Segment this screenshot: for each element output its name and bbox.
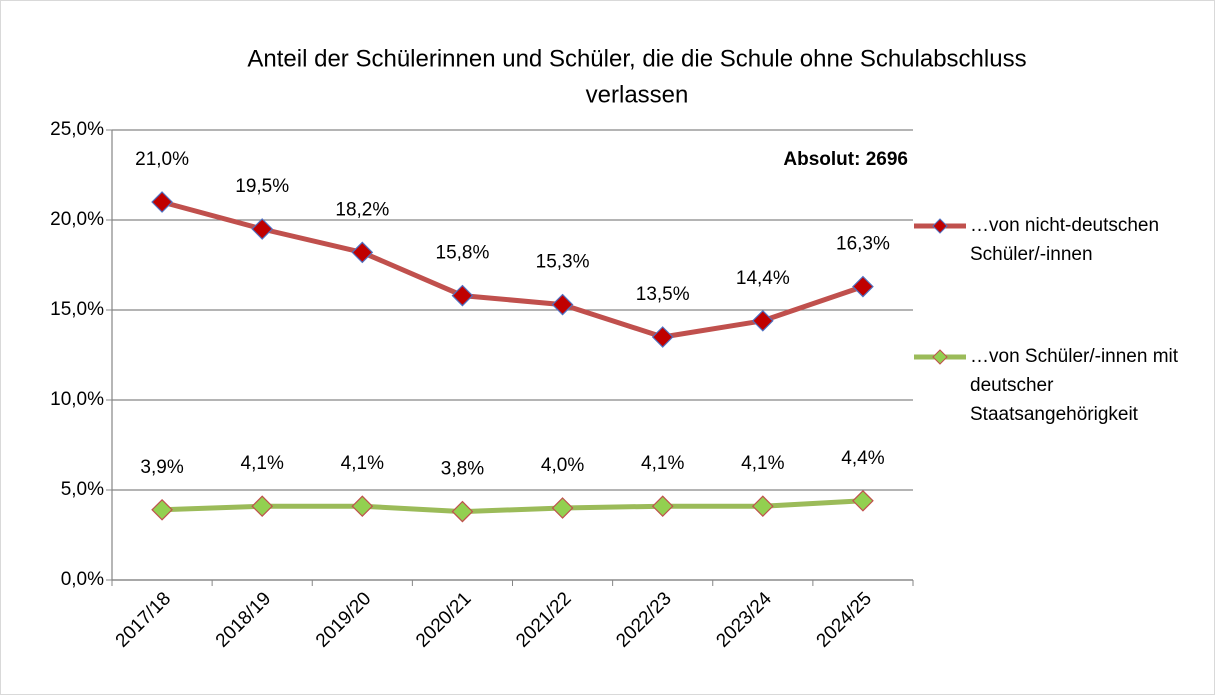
data-label: 15,8% bbox=[436, 243, 490, 264]
marker bbox=[852, 489, 874, 512]
data-label: 4,1% bbox=[241, 453, 284, 474]
data-label: 13,5% bbox=[636, 284, 690, 305]
data-label: 21,0% bbox=[135, 149, 189, 170]
marker bbox=[251, 218, 274, 240]
legend-label: …von Schüler/-innen mit deutscher Staats… bbox=[970, 346, 1179, 425]
y-tick-label: 0,0% bbox=[61, 569, 104, 590]
marker bbox=[251, 495, 274, 518]
legend-marker bbox=[932, 349, 948, 365]
data-label: 19,5% bbox=[235, 176, 289, 197]
y-tick-label: 25,0% bbox=[50, 119, 104, 140]
data-label: 4,1% bbox=[341, 453, 384, 474]
y-tick-label: 20,0% bbox=[50, 209, 104, 230]
series-line bbox=[161, 199, 864, 340]
data-label: 16,3% bbox=[836, 234, 890, 255]
data-label: 4,1% bbox=[641, 453, 684, 474]
y-tick-label: 10,0% bbox=[50, 389, 104, 410]
series-line bbox=[161, 498, 864, 515]
marker bbox=[451, 500, 474, 523]
marker bbox=[151, 191, 173, 213]
marker bbox=[551, 497, 574, 519]
data-label: 3,9% bbox=[140, 457, 183, 478]
chart-title: Anteil der Schülerinnen und Schüler, die… bbox=[247, 45, 1026, 72]
marker bbox=[852, 275, 874, 298]
marker bbox=[451, 284, 474, 307]
legend-label: …von nicht-deutschen Schüler/-innen bbox=[970, 215, 1160, 265]
marker bbox=[351, 495, 374, 518]
data-label: 3,8% bbox=[441, 459, 484, 480]
marker bbox=[351, 241, 374, 264]
annotation: Absolut: 2696 bbox=[783, 149, 908, 170]
chart-title: verlassen bbox=[586, 81, 689, 108]
data-label: 15,3% bbox=[536, 252, 590, 273]
data-label: 4,0% bbox=[541, 455, 584, 476]
data-label: 18,2% bbox=[335, 199, 389, 220]
marker bbox=[751, 495, 774, 518]
marker bbox=[751, 309, 774, 332]
y-tick-label: 5,0% bbox=[61, 479, 104, 500]
data-label: 4,1% bbox=[741, 453, 784, 474]
y-tick-label: 15,0% bbox=[50, 299, 104, 320]
marker bbox=[551, 293, 574, 316]
legend-marker bbox=[932, 218, 948, 234]
marker bbox=[651, 326, 674, 348]
marker bbox=[651, 495, 674, 518]
marker bbox=[151, 498, 173, 521]
data-label: 14,4% bbox=[736, 268, 790, 289]
data-label: 4,4% bbox=[841, 448, 884, 469]
